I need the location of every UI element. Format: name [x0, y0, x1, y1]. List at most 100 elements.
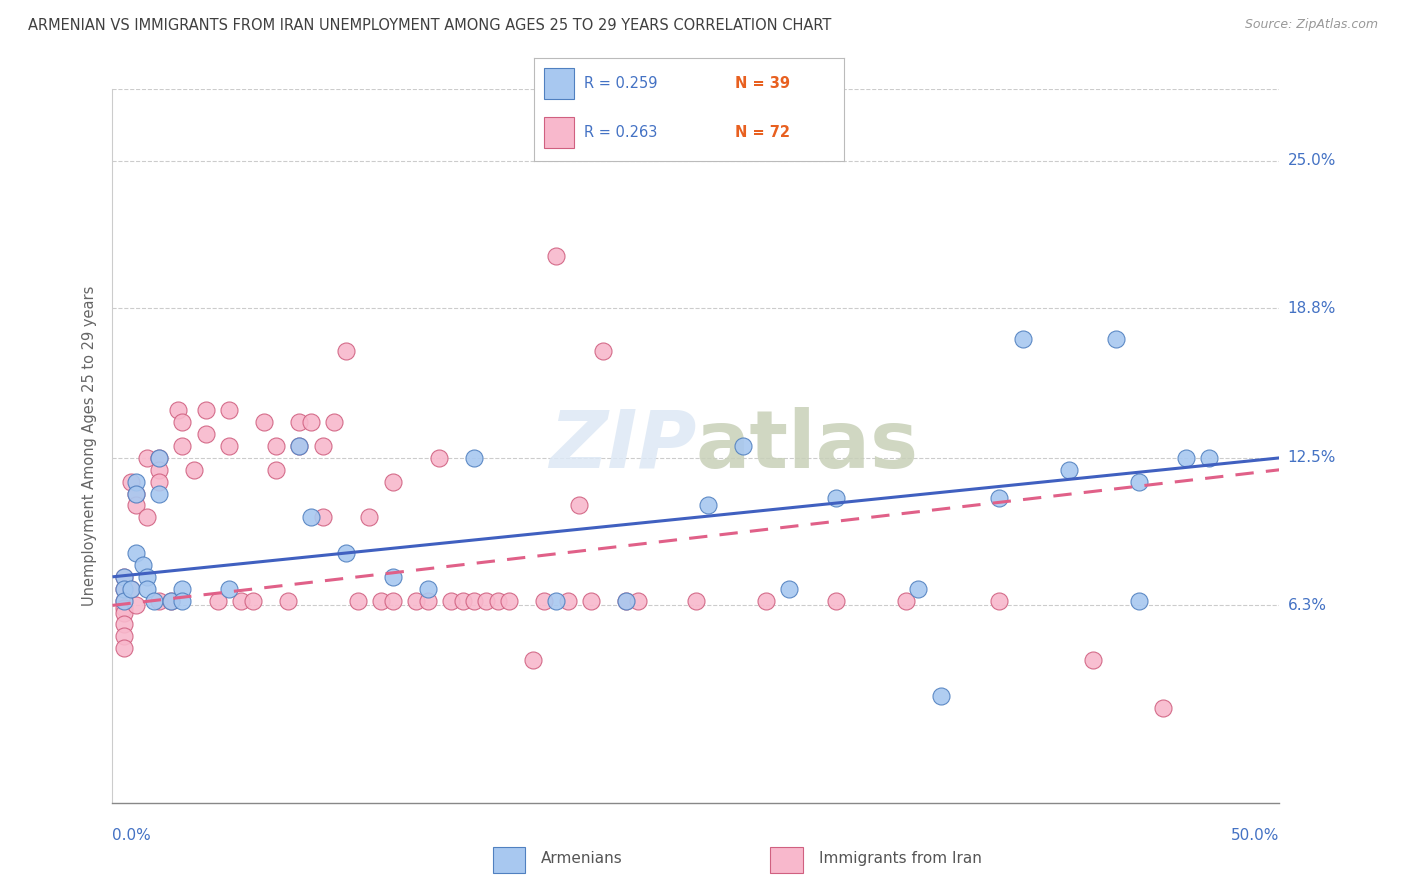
Point	[148, 486, 170, 500]
Point	[1152, 700, 1174, 714]
Point	[120, 475, 142, 489]
Point	[132, 558, 155, 572]
Point	[557, 593, 579, 607]
Point	[218, 582, 240, 596]
Point	[148, 475, 170, 489]
Bar	[492, 847, 524, 872]
Point	[218, 439, 240, 453]
Text: 25.0%: 25.0%	[1288, 153, 1336, 168]
Point	[125, 499, 148, 513]
Point	[988, 593, 1011, 607]
Text: Immigrants from Iran: Immigrants from Iran	[818, 851, 981, 866]
Text: 12.5%: 12.5%	[1288, 450, 1336, 466]
Point	[405, 593, 427, 607]
Point	[288, 415, 311, 429]
Point	[614, 593, 637, 607]
Point	[416, 593, 439, 607]
Point	[416, 582, 439, 596]
Point	[335, 546, 357, 560]
Point	[112, 582, 135, 596]
Point	[218, 403, 240, 417]
Point	[627, 593, 650, 607]
Point	[112, 570, 135, 584]
Point	[755, 593, 778, 607]
Point	[1175, 450, 1198, 465]
Text: 6.3%: 6.3%	[1288, 598, 1327, 613]
Point	[125, 546, 148, 560]
Point	[136, 570, 159, 584]
Point	[311, 439, 333, 453]
Point	[125, 475, 148, 489]
Point	[381, 593, 404, 607]
Point	[440, 593, 463, 607]
Point	[148, 450, 170, 465]
Point	[288, 439, 311, 453]
Point	[825, 491, 848, 506]
Point	[112, 629, 135, 643]
Point	[125, 486, 148, 500]
Text: ZIP: ZIP	[548, 407, 696, 485]
Text: atlas: atlas	[696, 407, 920, 485]
Point	[125, 599, 148, 613]
Point	[160, 593, 183, 607]
Bar	[770, 847, 803, 872]
Point	[731, 439, 754, 453]
Text: R = 0.259: R = 0.259	[583, 76, 657, 91]
Point	[696, 499, 718, 513]
Point	[112, 617, 135, 632]
Point	[136, 450, 159, 465]
Point	[475, 593, 498, 607]
Text: ARMENIAN VS IMMIGRANTS FROM IRAN UNEMPLOYMENT AMONG AGES 25 TO 29 YEARS CORRELAT: ARMENIAN VS IMMIGRANTS FROM IRAN UNEMPLO…	[28, 18, 831, 33]
Point	[522, 653, 544, 667]
Point	[486, 593, 509, 607]
Text: R = 0.263: R = 0.263	[583, 126, 657, 140]
Text: 0.0%: 0.0%	[112, 828, 152, 843]
Point	[242, 593, 264, 607]
Point	[359, 510, 381, 524]
Point	[778, 582, 800, 596]
Point	[311, 510, 333, 524]
Point	[988, 491, 1011, 506]
Point	[143, 593, 166, 607]
Point	[568, 499, 591, 513]
Point	[112, 593, 135, 607]
Point	[172, 415, 194, 429]
Text: Armenians: Armenians	[541, 851, 623, 866]
Point	[544, 593, 567, 607]
Point	[148, 450, 170, 465]
Point	[685, 593, 707, 607]
Point	[1059, 463, 1081, 477]
Point	[592, 343, 614, 358]
Point	[112, 641, 135, 656]
Point	[427, 450, 450, 465]
Point	[614, 593, 637, 607]
Point	[166, 403, 188, 417]
Point	[544, 249, 567, 263]
Point	[160, 593, 183, 607]
Point	[148, 463, 170, 477]
Text: N = 72: N = 72	[735, 126, 790, 140]
Point	[112, 600, 135, 615]
Point	[288, 439, 311, 453]
Point	[1128, 593, 1150, 607]
Point	[323, 415, 346, 429]
Point	[929, 689, 952, 703]
Bar	[544, 118, 575, 148]
Point	[148, 593, 170, 607]
Point	[120, 582, 142, 596]
Point	[370, 593, 392, 607]
Point	[299, 510, 322, 524]
Point	[1011, 332, 1033, 346]
Point	[172, 582, 194, 596]
Point	[533, 593, 555, 607]
Y-axis label: Unemployment Among Ages 25 to 29 years: Unemployment Among Ages 25 to 29 years	[82, 285, 97, 607]
Text: N = 39: N = 39	[735, 76, 790, 91]
Point	[183, 463, 205, 477]
Point	[579, 593, 602, 607]
Point	[112, 570, 135, 584]
Point	[264, 439, 287, 453]
Text: 18.8%: 18.8%	[1288, 301, 1336, 316]
Text: Source: ZipAtlas.com: Source: ZipAtlas.com	[1244, 18, 1378, 31]
Point	[381, 570, 404, 584]
Point	[346, 593, 368, 607]
